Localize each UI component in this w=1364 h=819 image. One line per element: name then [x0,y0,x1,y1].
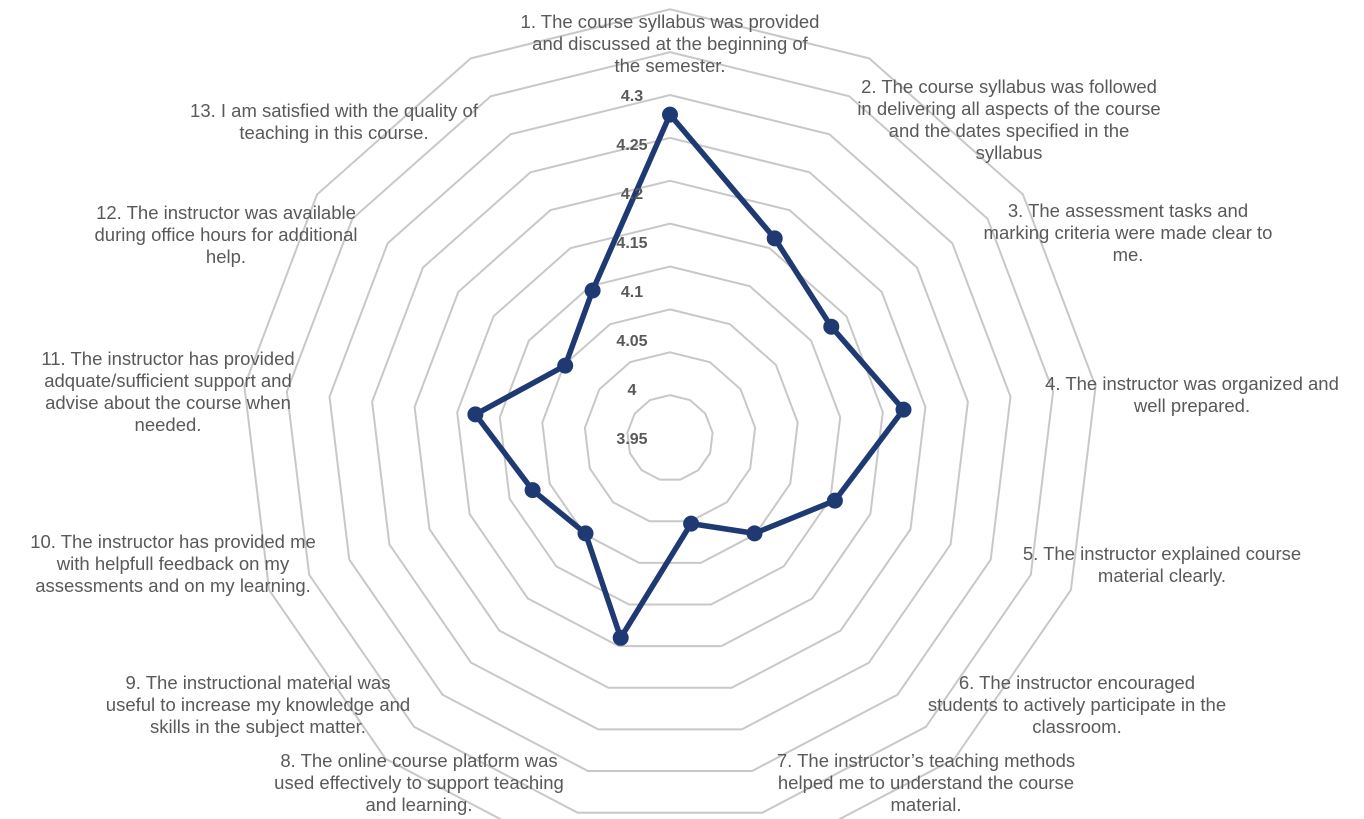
category-label-line: 8. The online course platform was [280,750,558,771]
category-label: 2. The course syllabus was followed in de… [857,76,1160,164]
grid-ring [583,351,757,523]
category-label-line: 9. The instructional material was [125,672,391,693]
category-label-line: 11. The instructor has provided [41,348,295,369]
series-point [577,525,594,542]
category-label-line: marking criteria were made clear to [983,222,1273,243]
category-label: 11. The instructor has provided adquate/s… [41,348,294,436]
category-label-line: useful to increase my knowledge and [105,694,411,715]
category-label-line: 4. The instructor was organized and [1045,373,1339,394]
tick-label: 4.2 [620,186,644,203]
tick-label: 4.3 [620,88,644,105]
category-label-line: and learning. [365,794,473,815]
category-label: 6. The instructor encouraged students to … [928,672,1226,738]
category-label-line: during office hours for additional [94,224,358,245]
category-label: 1. The course syllabus was provided and d… [521,11,820,77]
category-label: 5. The instructor explained course materi… [1023,543,1301,587]
series-point [612,629,629,646]
category-label-line: syllabus [975,142,1043,163]
series-point [557,357,574,374]
category-label-line: teaching in this course. [239,122,429,143]
category-label-line: classroom. [1032,716,1122,737]
grid-ring [328,93,1012,772]
grid-ring [541,308,799,564]
grid-ring [243,8,1097,819]
category-label-line: needed. [134,414,202,435]
category-label: 3. The assessment tasks and marking crite… [984,200,1273,266]
tick-label: 4.25 [616,137,648,154]
category-label-line: material clearly. [1097,565,1227,586]
category-label: 9. The instructional material was useful … [106,672,410,738]
category-label-line: well prepared. [1133,395,1251,416]
category-label-line: 10. The instructor has provided me [30,531,316,552]
category-label-line: material. [890,794,962,815]
category-label-line: 5. The instructor explained course [1022,543,1302,564]
category-label: 13. I am satisfied with the quality of te… [190,100,478,144]
grid-ring [498,265,842,606]
grid-ring [371,136,969,731]
series-point [826,492,843,509]
category-label: 10. The instructor has provided me with h… [30,531,316,597]
category-label: 12. The instructor was available during o… [95,202,358,268]
category-label-line: and discussed at the beginning of [532,33,808,54]
category-label: 8. The online course platform was used ef… [274,750,564,816]
category-label-line: help. [205,246,247,267]
series-point [662,106,678,123]
category-label-line: 12. The instructor was available [96,202,356,223]
tick-label: 4.05 [616,333,648,350]
category-label-line: 13. I am satisfied with the quality of [190,100,478,121]
category-label-line: 6. The instructor encouraged [958,672,1196,693]
category-label-line: in delivering all aspects of the course [857,98,1161,119]
grid-ring [456,222,884,648]
grid-ring [626,394,714,481]
series-point [746,525,763,542]
category-label-line: assessments and on my learning. [35,575,311,596]
category-label-line: 1. The course syllabus was provided [520,11,820,32]
series-point [766,230,783,247]
series-point [823,318,840,335]
category-label-line: adquate/sufficient support and [44,370,292,391]
series-point [584,282,601,299]
tick-label: 4 [627,382,637,399]
series-point [467,406,484,423]
category-label-line: advise about the course when [45,392,291,413]
category-label-line: the semester. [614,55,726,76]
tick-label: 4.15 [616,235,648,252]
series-point [895,401,912,418]
category-label-line: and the dates specified in the [888,120,1130,141]
category-label-line: me. [1112,244,1144,265]
category-label: 7. The instructor’s teaching methods help… [777,750,1075,816]
grid-ring [413,179,927,689]
series-point [524,482,541,499]
category-label-line: used effectively to support teaching [274,772,564,793]
category-label: 4. The instructor was organized and well … [1045,373,1339,417]
category-label-line: 7. The instructor’s teaching methods [776,750,1076,771]
category-label-line: students to actively participate in the [927,694,1227,715]
tick-label: 4.1 [620,284,644,301]
category-label-line: skills in the subject matter. [150,716,366,737]
category-label-line: with helpfull feedback on my [56,553,290,574]
series-point [683,515,700,532]
category-label-line: helped me to understand the course [777,772,1075,793]
category-label-line: 3. The assessment tasks and [1007,200,1249,221]
series-line [472,111,907,641]
grid-ring [285,51,1055,814]
category-label-line: 2. The course syllabus was followed [861,76,1157,97]
tick-label: 3.95 [616,431,648,448]
